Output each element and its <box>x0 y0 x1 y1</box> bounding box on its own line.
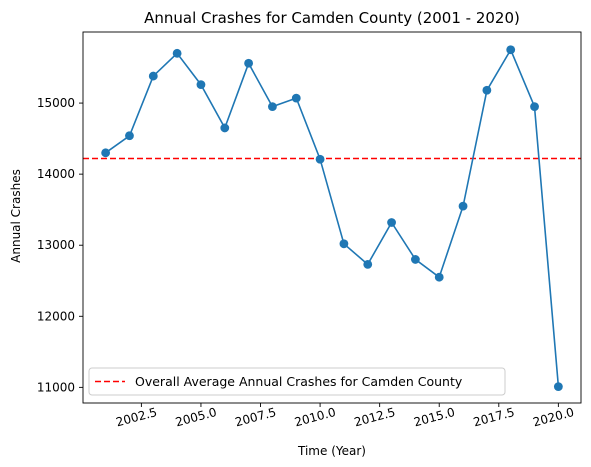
data-point <box>553 382 563 392</box>
data-point <box>125 131 134 141</box>
x-axis-label: Time (Year) <box>297 444 366 458</box>
x-tick-label: 2012.5 <box>353 405 397 429</box>
data-point <box>530 102 539 112</box>
data-point <box>410 255 420 264</box>
data-point <box>482 85 492 95</box>
legend-label: Overall Average Annual Crashes for Camde… <box>135 374 463 389</box>
data-point <box>291 93 301 103</box>
y-tick-label: 13000 <box>37 238 75 252</box>
data-point <box>458 201 468 211</box>
series-line <box>105 48 560 387</box>
y-tick-label: 11000 <box>37 380 75 394</box>
plot-frame <box>82 31 582 404</box>
y-axis-label: Annual Crashes <box>9 169 23 263</box>
data-point <box>387 218 396 227</box>
chart-title: Annual Crashes for Camden County (2001 -… <box>144 9 520 27</box>
data-point <box>339 239 349 249</box>
x-tick-label: 2005.0 <box>174 405 218 429</box>
data-point <box>434 272 444 282</box>
x-tick-label: 2007.5 <box>234 405 278 429</box>
data-point <box>315 154 325 164</box>
data-point <box>148 71 158 81</box>
data-point <box>101 148 111 158</box>
data-point <box>244 58 254 68</box>
y-tick-label: 14000 <box>37 167 75 181</box>
legend-box <box>88 367 506 396</box>
x-tick-label: 2015.0 <box>412 405 456 429</box>
y-tick-label: 12000 <box>37 309 75 323</box>
data-point <box>506 45 516 55</box>
y-axis: 11000 12000 13000 14000 15000 <box>37 96 83 394</box>
plot-area <box>83 45 581 392</box>
x-tick-label: 2002.5 <box>114 405 158 429</box>
legend: Overall Average Annual Crashes for Camde… <box>88 367 506 396</box>
x-axis: 2002.5 2005.0 2007.5 2010.0 2012.5 2015.0 2017… <box>114 403 576 429</box>
data-point <box>268 102 277 112</box>
x-tick-label: 2010.0 <box>293 405 337 429</box>
data-point <box>220 123 230 133</box>
data-point <box>172 48 182 58</box>
y-tick-label: 15000 <box>37 96 75 110</box>
x-tick-label: 2020.0 <box>531 405 575 429</box>
data-point <box>363 260 373 269</box>
data-point <box>196 80 206 89</box>
x-tick-label: 2017.5 <box>472 405 516 429</box>
